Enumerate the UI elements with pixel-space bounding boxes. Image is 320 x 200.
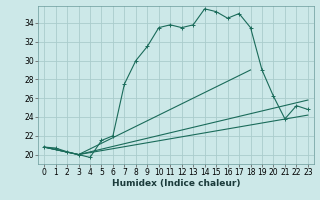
X-axis label: Humidex (Indice chaleur): Humidex (Indice chaleur): [112, 179, 240, 188]
